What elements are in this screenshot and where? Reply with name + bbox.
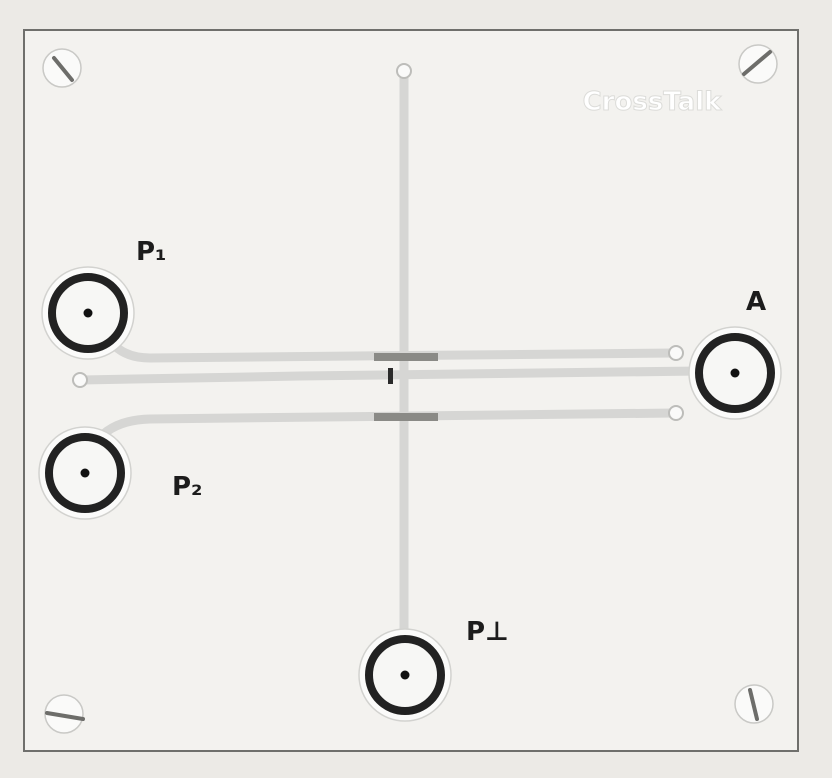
pad-top (396, 63, 412, 79)
label-a: A (746, 287, 766, 317)
pad-right-upper (668, 345, 684, 361)
pad-left-center (72, 372, 88, 388)
screw-bottom-left (44, 694, 85, 734)
connector-p1 (41, 266, 135, 360)
screw-top-left (42, 48, 82, 88)
connector-p-perp (358, 628, 452, 722)
center-marker (388, 368, 393, 384)
crossing-pad-upper (374, 353, 438, 361)
label-p1: P₁ (136, 237, 166, 267)
screw-top-right (738, 44, 778, 84)
trace-pads (72, 63, 684, 421)
connector-a (688, 326, 782, 420)
trace-center (77, 366, 705, 385)
screw-bottom-right (734, 684, 774, 724)
pad-right-lower (668, 405, 684, 421)
crossing-pad-lower (374, 413, 438, 421)
connector-p2 (38, 426, 132, 520)
label-p2: P₂ (172, 472, 202, 502)
brand-logo: CrossTalk (583, 87, 723, 117)
label-p-perp: P⊥ (466, 617, 509, 647)
